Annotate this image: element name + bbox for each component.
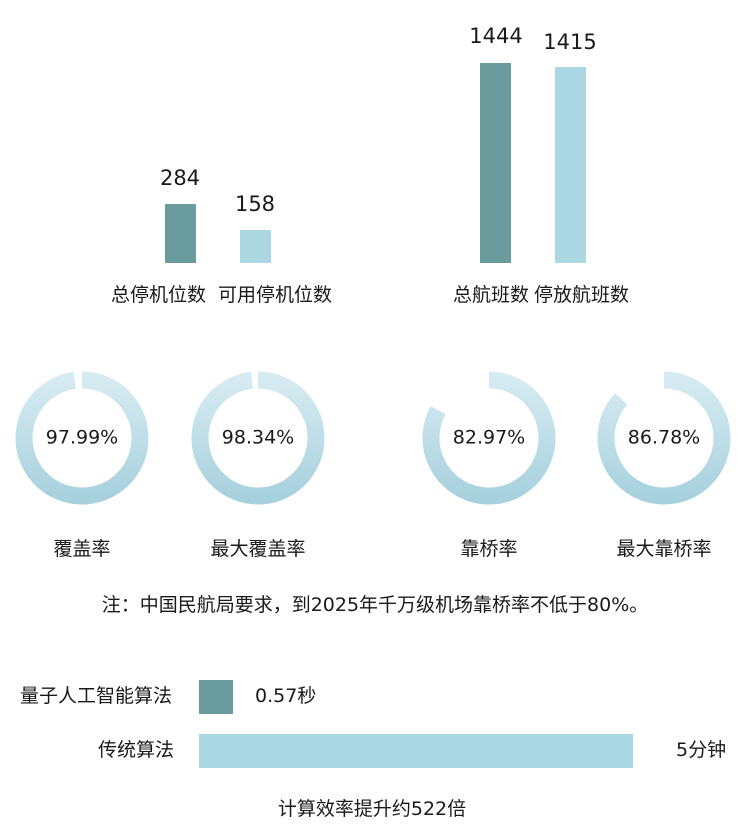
bar-quantum — [199, 680, 233, 714]
donut-label-max-coverage: 最大覆盖率 — [210, 538, 306, 560]
value-label-total-stands: 284 — [159, 166, 201, 190]
donut-value-max-bridge-rate: 86.78% — [627, 426, 701, 449]
donut-label-coverage: 覆盖率 — [53, 538, 111, 560]
value-label-quantum: 0.57秒 — [255, 685, 317, 707]
donut-ring-bridge-rate — [422, 371, 556, 505]
category-label-traditional: 传统算法 — [98, 739, 175, 761]
category-label-total-flights: 总航班数 — [453, 284, 530, 306]
value-label-available-stands: 158 — [234, 192, 276, 216]
footer-text: 计算效率提升约522倍 — [277, 798, 467, 820]
donut-label-bridge-rate: 靠桥率 — [460, 538, 518, 560]
donut-ring-max-coverage — [191, 371, 325, 505]
donut-ring-coverage — [15, 371, 149, 505]
category-label-quantum: 量子人工智能算法 — [20, 685, 173, 707]
donut-label-max-bridge-rate: 最大靠桥率 — [616, 538, 712, 560]
donut-ring-max-bridge-rate — [597, 371, 731, 505]
donut-value-bridge-rate: 82.97% — [452, 426, 526, 449]
donut-value-coverage: 97.99% — [45, 426, 119, 449]
bar-total-flights — [480, 63, 511, 263]
value-label-total-flights: 1444 — [469, 24, 523, 48]
donut-value-max-coverage: 98.34% — [221, 426, 295, 449]
value-label-parked-flights: 1415 — [543, 30, 597, 54]
bar-total-stands — [165, 204, 196, 263]
category-label-parked-flights: 停放航班数 — [534, 284, 630, 306]
note-text: 注：中国民航局要求，到2025年千万级机场靠桥率不低于80%。 — [101, 594, 649, 616]
bar-available-stands — [240, 230, 271, 263]
category-label-available-stands: 可用停机位数 — [218, 284, 333, 306]
value-label-traditional: 5分钟 — [676, 739, 727, 761]
bar-parked-flights — [555, 67, 586, 263]
bar-traditional — [199, 734, 633, 768]
category-label-total-stands: 总停机位数 — [111, 284, 207, 306]
